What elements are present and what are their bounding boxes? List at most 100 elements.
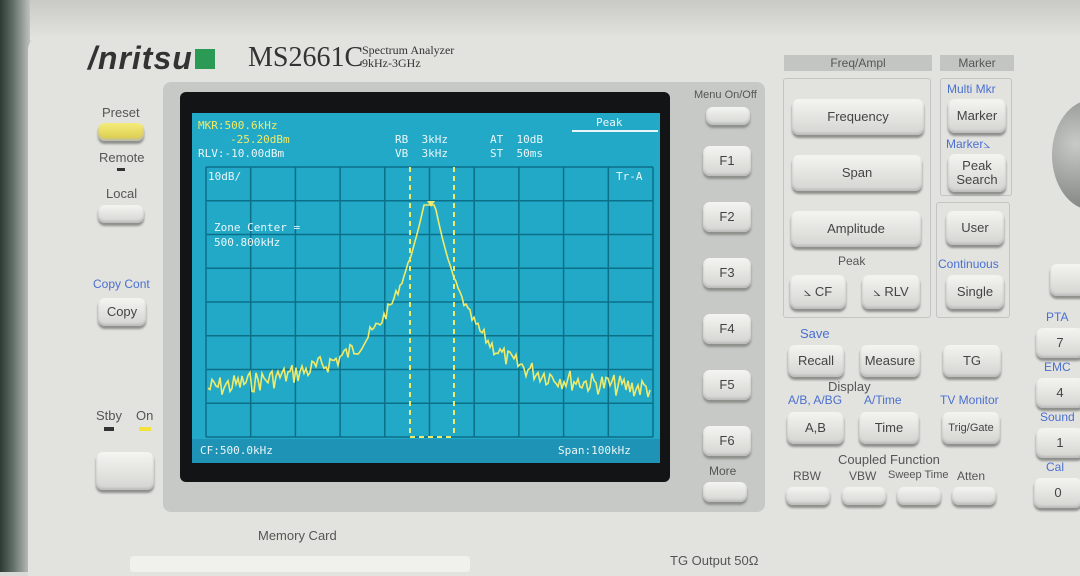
multi-mkr-label: Multi Mkr <box>947 82 996 96</box>
model-subtitle: Spectrum Analyzer 9kHz-3GHz <box>362 44 454 70</box>
preset-button[interactable] <box>98 123 144 141</box>
copy-button[interactable]: Copy <box>98 298 146 326</box>
peak-to-rlv-button[interactable]: ⦣ RLV <box>862 275 920 309</box>
marker-level: -25.20dBm <box>230 133 290 146</box>
rbw-button[interactable] <box>786 487 830 505</box>
local-button[interactable] <box>98 205 144 223</box>
softkey-f2[interactable]: F2 <box>703 202 751 232</box>
marker-button[interactable]: Marker <box>948 99 1006 133</box>
standby-led <box>104 427 114 431</box>
single-button[interactable]: Single <box>946 275 1004 309</box>
softkey-f3[interactable]: F3 <box>703 258 751 288</box>
marker-header: Marker <box>940 55 1014 71</box>
trig-gate-button[interactable]: Trig/Gate <box>942 412 1000 444</box>
power-on-led <box>139 427 151 431</box>
spectrum-trace <box>207 204 651 398</box>
zone-center-label: Zone Center = <box>214 221 301 234</box>
copy-cont-label: Copy Cont <box>93 277 150 291</box>
power-button[interactable] <box>96 452 154 490</box>
zone-markers <box>409 167 455 438</box>
freq-ampl-section <box>783 78 931 318</box>
memory-card-label: Memory Card <box>258 528 337 543</box>
measure-button[interactable]: Measure <box>860 345 920 377</box>
subtitle-2: 9kHz-3GHz <box>362 56 421 70</box>
local-label: Local <box>106 186 138 201</box>
emc-label: EMC <box>1044 360 1071 374</box>
recall-button[interactable]: Recall <box>788 345 844 377</box>
rbw-label: RBW <box>793 469 821 483</box>
marker-section <box>940 78 1012 196</box>
marker-frequency: MKR:500.6kHz <box>198 119 278 132</box>
model-name: MS2661C <box>248 42 364 73</box>
user-button[interactable]: User <box>946 211 1004 245</box>
atten-label: Atten <box>957 469 986 483</box>
peak-label: Peak <box>838 254 866 268</box>
detection-mode: Peak <box>596 116 623 129</box>
subtitle-1: Spectrum Analyzer <box>362 43 455 57</box>
user-section <box>936 202 1010 318</box>
atten-button[interactable] <box>952 487 996 505</box>
spectrum-graph <box>205 166 654 438</box>
ab-button[interactable]: A,B <box>787 412 844 444</box>
key-1[interactable]: 1 <box>1036 428 1080 458</box>
span-readout: Span:100kHz <box>558 444 631 457</box>
preset-label: Preset <box>102 105 140 120</box>
ab-abg-label: A/B, A/BG <box>788 393 843 407</box>
key-7[interactable]: 7 <box>1036 328 1080 358</box>
status-bar <box>192 439 660 463</box>
more-label: More <box>709 464 737 478</box>
mode-underline <box>572 130 658 132</box>
a-time-label: A/Time <box>864 393 902 407</box>
save-label: Save <box>800 326 830 341</box>
remote-label: Remote <box>99 150 145 165</box>
more-button[interactable] <box>703 482 747 502</box>
key-0[interactable]: 0 <box>1034 478 1080 508</box>
key-4[interactable]: 4 <box>1036 378 1080 408</box>
pta-label: PTA <box>1046 310 1069 324</box>
marker-to-label: Marker⦣ <box>946 137 991 151</box>
zone-center-value: 500.800kHz <box>214 236 281 249</box>
brand-logo: /nritsu <box>88 40 217 77</box>
coupled-function-label: Coupled Function <box>838 452 940 467</box>
continuous-label: Continuous <box>938 257 999 271</box>
tg-button[interactable]: TG <box>943 345 1001 377</box>
on-label: On <box>136 408 154 423</box>
center-frequency: CF:500.0kHz <box>200 444 273 457</box>
peak-search-button[interactable]: Peak Search <box>948 154 1006 192</box>
rbw-readout: RB 3kHz <box>395 133 448 146</box>
vbw-button[interactable] <box>842 487 886 505</box>
menu-button[interactable] <box>706 107 750 125</box>
softkey-f4[interactable]: F4 <box>703 314 751 344</box>
tv-monitor-label: TV Monitor <box>940 393 999 407</box>
remote-led <box>117 168 125 171</box>
softkey-f5[interactable]: F5 <box>703 370 751 400</box>
vbw-readout: VB 3kHz <box>395 147 448 160</box>
scale-label: 10dB/ <box>208 170 242 183</box>
memory-card-slot[interactable] <box>130 556 470 572</box>
peak-to-cf-button[interactable]: ⦣ CF <box>790 275 846 309</box>
sound-label: Sound <box>1040 410 1075 424</box>
spectrum-display: MKR:500.6kHz -25.20dBm RLV:-10.00dBm RB … <box>192 113 660 463</box>
frequency-button[interactable]: Frequency <box>792 99 924 135</box>
display-label: Display <box>828 379 871 394</box>
sweep-time-label: Sweep Time <box>888 469 949 481</box>
instrument-frame <box>0 0 1080 40</box>
stby-label: Stby <box>96 408 123 423</box>
vbw-label: VBW <box>849 469 877 483</box>
time-button[interactable]: Time <box>859 412 919 444</box>
sweep-time-button[interactable] <box>897 487 941 505</box>
freq-ampl-header: Freq/Ampl <box>784 55 932 71</box>
trace-label: Tr-A <box>616 170 643 183</box>
step-button[interactable] <box>1050 264 1080 296</box>
amplitude-button[interactable]: Amplitude <box>791 211 921 247</box>
softkey-f1[interactable]: F1 <box>703 146 751 176</box>
graticule <box>205 166 654 438</box>
instrument-edge <box>0 0 30 572</box>
cal-label: Cal <box>1046 460 1065 474</box>
tg-output-label: TG Output 50Ω <box>670 553 759 568</box>
softkey-f6[interactable]: F6 <box>703 426 751 456</box>
menu-label: Menu On/Off <box>694 89 757 101</box>
marker-icon <box>427 201 435 207</box>
span-button[interactable]: Span <box>792 155 922 191</box>
sweep-readout: ST 50ms <box>490 147 543 160</box>
